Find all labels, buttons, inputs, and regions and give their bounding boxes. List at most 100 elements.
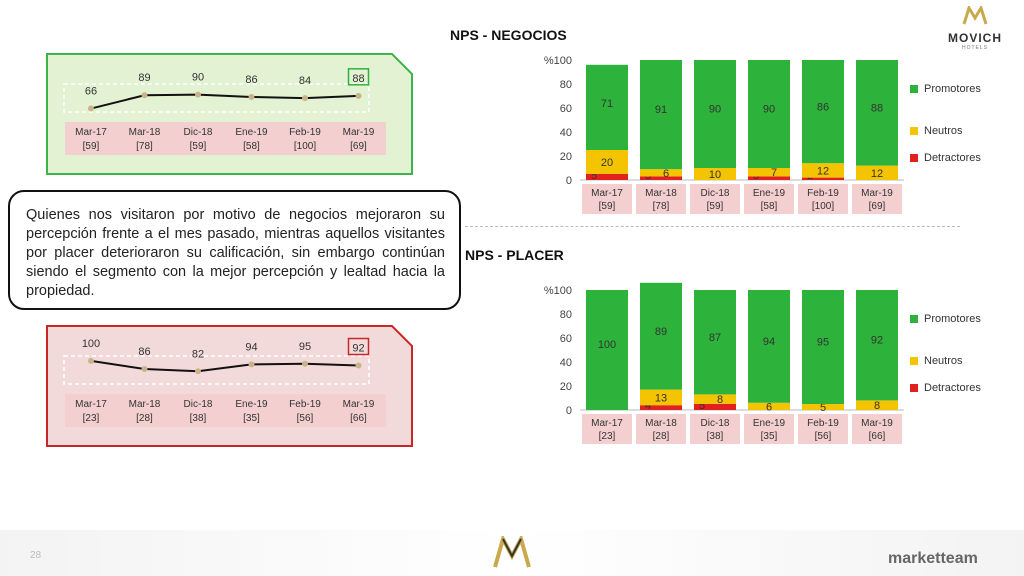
bar-segment-neutros xyxy=(748,402,790,410)
bar-data-label: 95 xyxy=(817,336,829,348)
y-tick-label: %100 xyxy=(544,55,572,67)
bar-segment-detractores xyxy=(586,174,628,180)
bar-data-label: 7 xyxy=(771,167,777,179)
base-label: [59] xyxy=(707,201,724,212)
bar-data-label: 4 xyxy=(645,400,651,412)
base-label: [78] xyxy=(136,141,153,152)
base-label: [56] xyxy=(297,413,314,424)
bar-segment-detractores xyxy=(694,404,736,410)
footer-logo-icon xyxy=(493,536,531,568)
category-label: Ene-19 xyxy=(753,418,786,429)
bar-segment-neutros xyxy=(586,150,628,174)
line-data-label: 90 xyxy=(192,72,204,84)
bar-data-label: 5 xyxy=(820,402,826,414)
line-point xyxy=(141,92,148,99)
category-band xyxy=(65,394,386,427)
y-tick-label: 60 xyxy=(560,333,572,345)
summary-callout: Quienes nos visitaron por motivo de nego… xyxy=(8,190,461,310)
bar-data-label: 8 xyxy=(717,394,723,406)
base-label: [35] xyxy=(243,413,260,424)
category-band xyxy=(690,184,740,214)
latest-value-highlight xyxy=(347,68,370,86)
category-label: Feb-19 xyxy=(289,399,321,410)
bar-segment-neutros xyxy=(694,168,736,180)
detractores-swatch-icon xyxy=(910,384,918,392)
bar-data-label: 90 xyxy=(709,104,721,116)
bar-segment-promotores xyxy=(586,64,628,150)
category-label: Mar-19 xyxy=(861,418,893,429)
line-frame xyxy=(63,355,370,385)
line-point xyxy=(248,93,255,100)
category-label: Dic-18 xyxy=(184,399,213,410)
brand-logo: MOVICH HOTELS xyxy=(940,4,1010,51)
bar-data-label: 6 xyxy=(663,168,669,180)
y-tick-label: 0 xyxy=(566,405,572,417)
base-label: [56] xyxy=(815,431,832,442)
bar-charts: 020406080%10052071Mar-17[59]3691Mar-18[7… xyxy=(544,55,904,444)
line-panels: 66 89 90 86 84 88 Mar-17 [59] Mar-18 [78] Dic-18 [5… xyxy=(46,53,413,447)
bar-segment-detractores xyxy=(640,176,682,180)
line-data-label: 66 xyxy=(85,86,97,98)
latest-value-highlight xyxy=(347,337,370,356)
bar-data-label: 12 xyxy=(817,165,829,177)
promotores-swatch-icon xyxy=(910,85,918,93)
line-series xyxy=(90,93,359,110)
base-label: [59] xyxy=(83,141,100,152)
bar-data-label: 86 xyxy=(817,101,829,113)
category-band xyxy=(798,184,848,214)
base-label: [23] xyxy=(83,413,100,424)
bar-data-label: 94 xyxy=(763,336,775,348)
base-label: [66] xyxy=(869,431,886,442)
bar-segment-neutros xyxy=(640,169,682,177)
bar-segment-promotores xyxy=(856,60,898,166)
legend-item-detractores: Detractores xyxy=(910,152,981,164)
bar-data-label: 5 xyxy=(591,170,597,182)
negocios-legend: Promotores Neutros Detractores xyxy=(910,68,981,164)
bar-segment-promotores xyxy=(694,290,736,395)
bar-data-label: 20 xyxy=(601,157,613,169)
category-label: Dic-18 xyxy=(701,418,730,429)
summary-text: Quienes nos visitaron por motivo de nego… xyxy=(26,207,445,299)
base-label: [58] xyxy=(761,201,778,212)
base-label: [58] xyxy=(243,141,260,152)
line-data-label: 95 xyxy=(299,341,311,353)
line-point xyxy=(195,91,201,98)
line-point xyxy=(88,105,94,112)
category-band xyxy=(852,184,902,214)
category-band xyxy=(636,184,686,214)
category-band xyxy=(744,184,794,214)
legend-item-neutros: Neutros xyxy=(910,340,981,382)
legend-item-promotores: Promotores xyxy=(910,68,981,110)
base-label: [100] xyxy=(294,141,316,152)
bar-segment-neutros xyxy=(802,404,844,410)
category-label: Feb-19 xyxy=(807,188,839,199)
category-label: Mar-17 xyxy=(75,127,107,138)
base-label: [69] xyxy=(350,141,367,152)
line-point xyxy=(248,361,255,368)
line-data-label: 88 xyxy=(352,73,364,85)
category-label: Mar-17 xyxy=(591,188,623,199)
category-label: Mar-18 xyxy=(129,399,161,410)
bar-data-label: 6 xyxy=(766,401,772,413)
bar-segment-detractores xyxy=(640,405,682,410)
category-label: Ene-19 xyxy=(235,399,268,410)
category-label: Ene-19 xyxy=(753,188,786,199)
category-label: Mar-18 xyxy=(645,188,677,199)
bar-segment-promotores xyxy=(802,60,844,164)
bar-segment-neutros xyxy=(802,163,844,178)
placer-legend: Promotores Neutros Detractores xyxy=(910,298,981,394)
base-label: [28] xyxy=(136,413,153,424)
legend-item-detractores: Detractores xyxy=(910,382,981,394)
movich-logo-icon xyxy=(962,4,988,25)
bar-segment-neutros xyxy=(856,400,898,410)
bar-segment-neutros xyxy=(694,394,736,404)
bar-segment-neutros xyxy=(856,165,898,180)
base-label: [23] xyxy=(599,431,616,442)
category-band xyxy=(636,414,686,444)
bar-segment-detractores xyxy=(748,176,790,180)
line-point xyxy=(355,92,362,99)
y-tick-label: 40 xyxy=(560,357,572,369)
line-point xyxy=(195,368,201,375)
bar-data-label: 92 xyxy=(871,335,883,347)
bar-data-label: 12 xyxy=(871,168,883,180)
